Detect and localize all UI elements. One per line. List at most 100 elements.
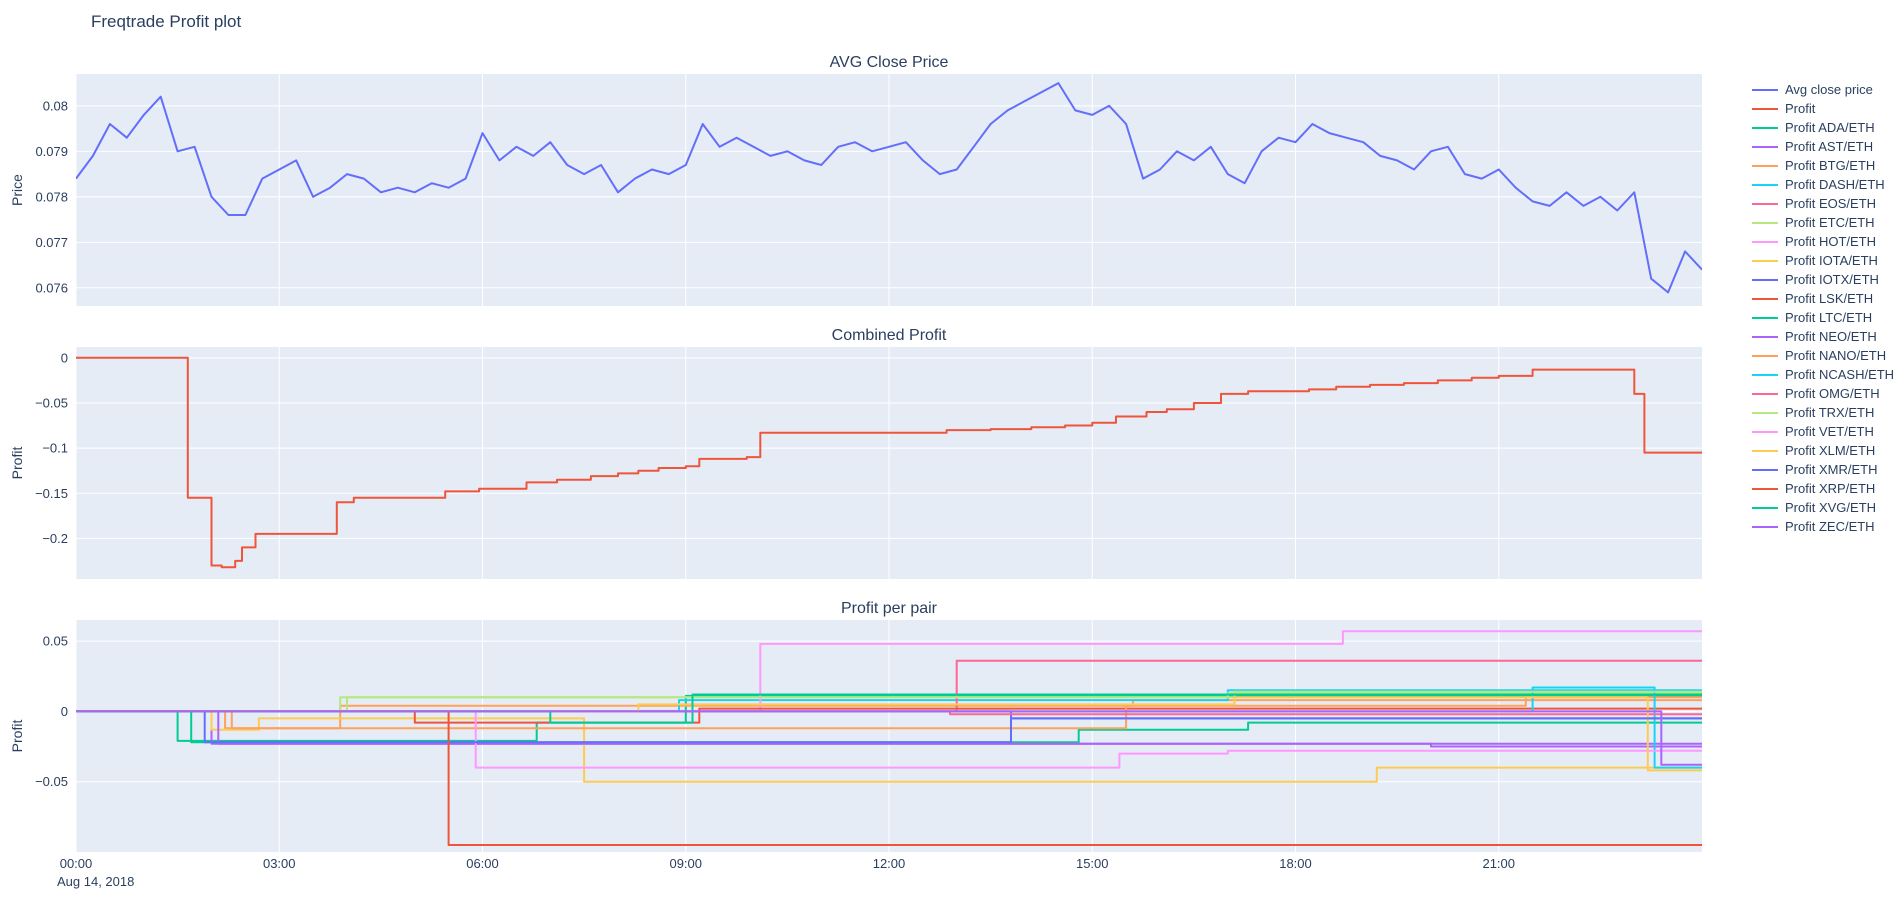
legend-item-profit-iotx-eth[interactable]: Profit IOTX/ETH [1752, 270, 1894, 289]
legend-item-profit-xvg-eth[interactable]: Profit XVG/ETH [1752, 498, 1894, 517]
legend-item-label: Profit XMR/ETH [1785, 462, 1878, 477]
legend-item-label: Profit VET/ETH [1785, 424, 1874, 439]
legend-item-profit-dash-eth[interactable]: Profit DASH/ETH [1752, 175, 1894, 194]
legend-item-profit-xmr-eth[interactable]: Profit XMR/ETH [1752, 460, 1894, 479]
x-axis-tick-labels: 00:00 03:00 06:00 09:00 12:00 15:00 18:00 21:00 [0, 856, 1720, 872]
x-tick-label: 03:00 [262, 856, 296, 871]
y-tick-label: 0.077 [35, 235, 68, 250]
series-profit-nano-eth [76, 696, 1702, 730]
legend-line-swatch [1752, 297, 1778, 300]
y-tick-label: −0.1 [42, 441, 68, 456]
legend-item-profit-trx-eth[interactable]: Profit TRX/ETH [1752, 403, 1894, 422]
y-tick-label: 0 [61, 350, 68, 365]
y-tick-label: −0.15 [35, 486, 68, 501]
y-tick-label: 0.079 [35, 144, 68, 159]
legend-item-profit-neo-eth[interactable]: Profit NEO/ETH [1752, 327, 1894, 346]
series-profit-ltc-eth [76, 710, 1702, 744]
y-tick-label: −0.05 [35, 774, 68, 789]
legend-item-profit-zec-eth[interactable]: Profit ZEC/ETH [1752, 517, 1894, 536]
legend-item-profit-xlm-eth[interactable]: Profit XLM/ETH [1752, 441, 1894, 460]
series-profit-xlm-eth [76, 696, 1702, 772]
page-title: Freqtrade Profit plot [91, 12, 242, 31]
legend-item-label: Profit XRP/ETH [1785, 481, 1876, 496]
legend-item-label: Profit [1785, 101, 1816, 116]
legend-item-profit-btg-eth[interactable]: Profit BTG/ETH [1752, 156, 1894, 175]
legend-line-swatch [1752, 164, 1778, 167]
legend-item-profit-ast-eth[interactable]: Profit AST/ETH [1752, 137, 1894, 156]
legend-line-swatch [1752, 183, 1778, 186]
legend-item-profit-vet-eth[interactable]: Profit VET/ETH [1752, 422, 1894, 441]
profit-per-pair-plot[interactable]: 0.05 0 −0.05 Profit [0, 620, 1720, 852]
legend-line-swatch [1752, 221, 1778, 224]
y-tick-label: 0.05 [43, 634, 68, 649]
legend-item-profit-eos-eth[interactable]: Profit EOS/ETH [1752, 194, 1894, 213]
legend-item-profit-iota-eth[interactable]: Profit IOTA/ETH [1752, 251, 1894, 270]
legend-item-label: Profit NCASH/ETH [1785, 367, 1895, 382]
legend-item-profit-hot-eth[interactable]: Profit HOT/ETH [1752, 232, 1894, 251]
legend-line-swatch [1752, 145, 1778, 148]
legend-item-label: Profit AST/ETH [1785, 139, 1874, 154]
y-axis-title: Price [9, 174, 25, 206]
legend-item-label: Profit XLM/ETH [1785, 443, 1876, 458]
series-profit-iota-eth [76, 710, 1702, 783]
legend-line-swatch [1752, 335, 1778, 338]
legend-line-swatch [1752, 316, 1778, 319]
x-tick-label: 18:00 [1279, 856, 1312, 871]
legend-item-profit-ltc-eth[interactable]: Profit LTC/ETH [1752, 308, 1894, 327]
legend-item-label: Profit TRX/ETH [1785, 405, 1875, 420]
legend-item-label: Profit ZEC/ETH [1785, 519, 1875, 534]
legend-line-swatch [1752, 259, 1778, 262]
y-tick-label: 0.08 [43, 98, 68, 113]
legend-item-profit-nano-eth[interactable]: Profit NANO/ETH [1752, 346, 1894, 365]
y-tick-label: −0.05 [35, 396, 68, 411]
legend-item-label: Profit BTG/ETH [1785, 158, 1876, 173]
legend-line-swatch [1752, 487, 1778, 490]
x-tick-label: 21:00 [1482, 856, 1516, 871]
legend-item-profit-xrp-eth[interactable]: Profit XRP/ETH [1752, 479, 1894, 498]
series-avg-close-price [76, 82, 1702, 294]
legend-item-profit-etc-eth[interactable]: Profit ETC/ETH [1752, 213, 1894, 232]
x-tick-label: 12:00 [872, 856, 906, 871]
legend-line-swatch [1752, 373, 1778, 376]
y-axis-title: Profit [9, 447, 25, 480]
legend-item-label: Profit EOS/ETH [1785, 196, 1877, 211]
legend: Avg close price Profit Profit ADA/ETH Profi… [1752, 80, 1894, 536]
legend-item-label: Profit XVG/ETH [1785, 500, 1877, 515]
subplot-title-profit-per-pair: Profit per pair [840, 600, 938, 617]
series-profit-zec-eth [76, 710, 1702, 766]
y-axis-title: Profit [9, 720, 25, 753]
series-profit-vet-eth [76, 710, 1702, 769]
y-tick-label: 0.078 [35, 189, 68, 204]
combined-profit-plot[interactable]: 0 −0.05 −0.1 −0.15 −0.2 Profit [0, 347, 1720, 579]
y-tick-label: 0 [61, 704, 68, 719]
legend-item-profit[interactable]: Profit [1752, 99, 1894, 118]
legend-item-label: Profit DASH/ETH [1785, 177, 1885, 192]
legend-line-swatch [1752, 107, 1778, 110]
x-tick-label: 15:00 [1075, 856, 1109, 871]
x-tick-label: 06:00 [466, 856, 499, 871]
legend-line-swatch [1752, 468, 1778, 471]
series-profit [76, 356, 1702, 569]
legend-item-label: Profit LTC/ETH [1785, 310, 1873, 325]
legend-item-profit-omg-eth[interactable]: Profit OMG/ETH [1752, 384, 1894, 403]
legend-item-label: Profit IOTA/ETH [1785, 253, 1878, 268]
legend-line-swatch [1752, 411, 1778, 414]
legend-item-label: Profit NANO/ETH [1785, 348, 1887, 363]
legend-item-profit-ada-eth[interactable]: Profit ADA/ETH [1752, 118, 1894, 137]
legend-line-swatch [1752, 449, 1778, 452]
avg-close-price-plot[interactable]: 0.08 0.079 0.078 0.077 0.076 Price [0, 74, 1720, 306]
legend-line-swatch [1752, 126, 1778, 129]
y-tick-label: −0.2 [42, 531, 68, 546]
legend-item-label: Profit LSK/ETH [1785, 291, 1874, 306]
legend-item-profit-ncash-eth[interactable]: Profit NCASH/ETH [1752, 365, 1894, 384]
legend-item-label: Profit ETC/ETH [1785, 215, 1875, 230]
legend-line-swatch [1752, 240, 1778, 243]
legend-item-label: Profit HOT/ETH [1785, 234, 1877, 249]
legend-item-avg-close-price[interactable]: Avg close price [1752, 80, 1894, 99]
legend-line-swatch [1752, 354, 1778, 357]
legend-item-profit-lsk-eth[interactable]: Profit LSK/ETH [1752, 289, 1894, 308]
legend-item-label: Avg close price [1785, 82, 1873, 97]
x-axis-date-label: Aug 14, 2018 [57, 874, 135, 889]
y-tick-label: 0.076 [35, 280, 68, 295]
legend-item-label: Profit NEO/ETH [1785, 329, 1877, 344]
